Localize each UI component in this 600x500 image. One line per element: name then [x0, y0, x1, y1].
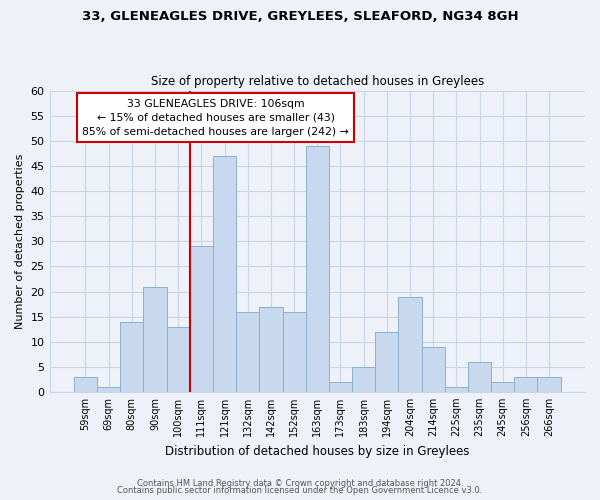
Bar [352, 366, 375, 392]
Bar [120, 322, 143, 392]
Bar [398, 296, 422, 392]
Bar [514, 377, 538, 392]
Bar [167, 326, 190, 392]
Bar [375, 332, 398, 392]
Y-axis label: Number of detached properties: Number of detached properties [15, 154, 25, 329]
Text: Contains public sector information licensed under the Open Government Licence v3: Contains public sector information licen… [118, 486, 482, 495]
Bar [538, 377, 560, 392]
Text: Contains HM Land Registry data © Crown copyright and database right 2024.: Contains HM Land Registry data © Crown c… [137, 478, 463, 488]
Bar [97, 387, 120, 392]
Bar [468, 362, 491, 392]
Bar [190, 246, 213, 392]
Bar [491, 382, 514, 392]
Bar [143, 286, 167, 392]
Bar [445, 387, 468, 392]
Bar [74, 377, 97, 392]
Bar [236, 312, 259, 392]
Bar [283, 312, 305, 392]
Bar [422, 346, 445, 392]
Text: 33, GLENEAGLES DRIVE, GREYLEES, SLEAFORD, NG34 8GH: 33, GLENEAGLES DRIVE, GREYLEES, SLEAFORD… [82, 10, 518, 23]
Title: Size of property relative to detached houses in Greylees: Size of property relative to detached ho… [151, 76, 484, 88]
Bar [259, 306, 283, 392]
Bar [305, 146, 329, 392]
Bar [329, 382, 352, 392]
Bar [213, 156, 236, 392]
X-axis label: Distribution of detached houses by size in Greylees: Distribution of detached houses by size … [165, 444, 470, 458]
Text: 33 GLENEAGLES DRIVE: 106sqm
← 15% of detached houses are smaller (43)
85% of sem: 33 GLENEAGLES DRIVE: 106sqm ← 15% of det… [82, 98, 349, 136]
